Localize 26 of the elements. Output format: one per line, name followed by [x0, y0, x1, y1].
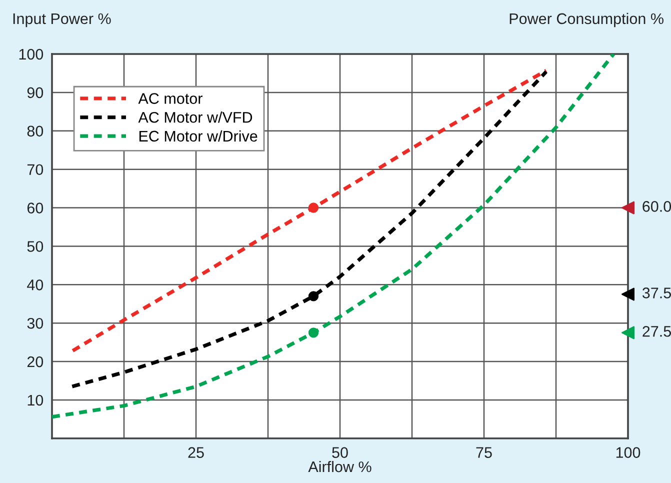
y2-axis-title: Power Consumption %	[510, 12, 664, 28]
data-label: 37.5	[642, 288, 671, 298]
data-label: 60.0	[642, 201, 671, 212]
legend-label: AC Motor w/VFD	[138, 112, 252, 123]
y-tick-label: 100	[19, 48, 44, 60]
y-tick-label: 90	[27, 87, 44, 98]
x-tick-label: 25	[188, 447, 204, 458]
y-axis-title: Input Power %	[13, 13, 111, 28]
y-tick-label: 60	[27, 202, 44, 214]
point	[621, 201, 635, 214]
y-tick-label: 40	[27, 280, 44, 290]
y-tick-label: 20	[27, 356, 44, 368]
data-label: 27.5	[642, 326, 671, 337]
y-tick-label: 50	[27, 241, 44, 252]
point	[308, 202, 319, 213]
y-tick-label: 10	[28, 394, 44, 406]
legend-label: EC Motor w/Drive	[139, 130, 258, 142]
legend-label: AC motor	[138, 93, 202, 104]
line-series	[52, 54, 616, 419]
x-tick-label: 75	[476, 447, 492, 458]
x-tick-label: 100	[616, 447, 640, 458]
y-tick-label: 30	[27, 318, 44, 329]
x-tick-label: 50	[332, 447, 348, 458]
y-tick-label: 80	[27, 126, 44, 137]
x-axis-title: Airflow %	[308, 460, 372, 472]
y-tick-label: 70	[27, 164, 44, 176]
